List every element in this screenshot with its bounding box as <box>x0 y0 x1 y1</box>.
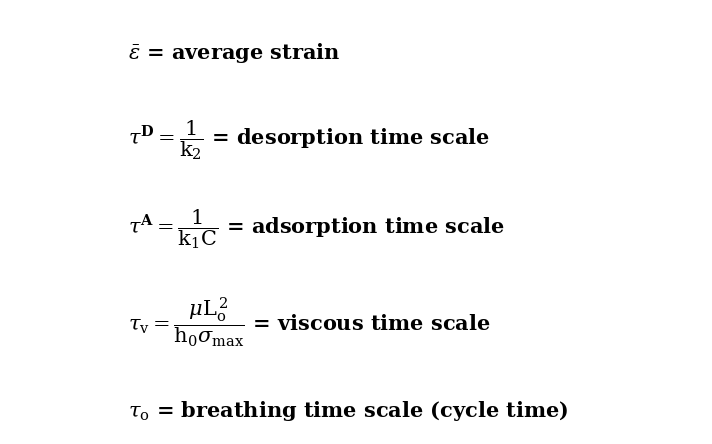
Text: $\tau_{\mathrm{o}}$ = breathing time scale (cycle time): $\tau_{\mathrm{o}}$ = breathing time sca… <box>128 399 569 423</box>
Text: $\bar{\varepsilon}$ = average strain: $\bar{\varepsilon}$ = average strain <box>128 41 340 65</box>
Text: $\tau_{\mathrm{v}} = \dfrac{\mu \mathrm{L}_{\mathrm{o}}^{\,2}}{\mathrm{h}_0 \sig: $\tau_{\mathrm{v}} = \dfrac{\mu \mathrm{… <box>128 295 491 349</box>
Text: $\tau^{\mathbf{A}} = \dfrac{1}{\mathrm{k}_1\mathrm{C}}$ = adsorption time scale: $\tau^{\mathbf{A}} = \dfrac{1}{\mathrm{k… <box>128 207 505 250</box>
Text: $\tau^{\mathbf{D}} = \dfrac{1}{\mathrm{k}_2}$ = desorption time scale: $\tau^{\mathbf{D}} = \dfrac{1}{\mathrm{k… <box>128 118 490 162</box>
